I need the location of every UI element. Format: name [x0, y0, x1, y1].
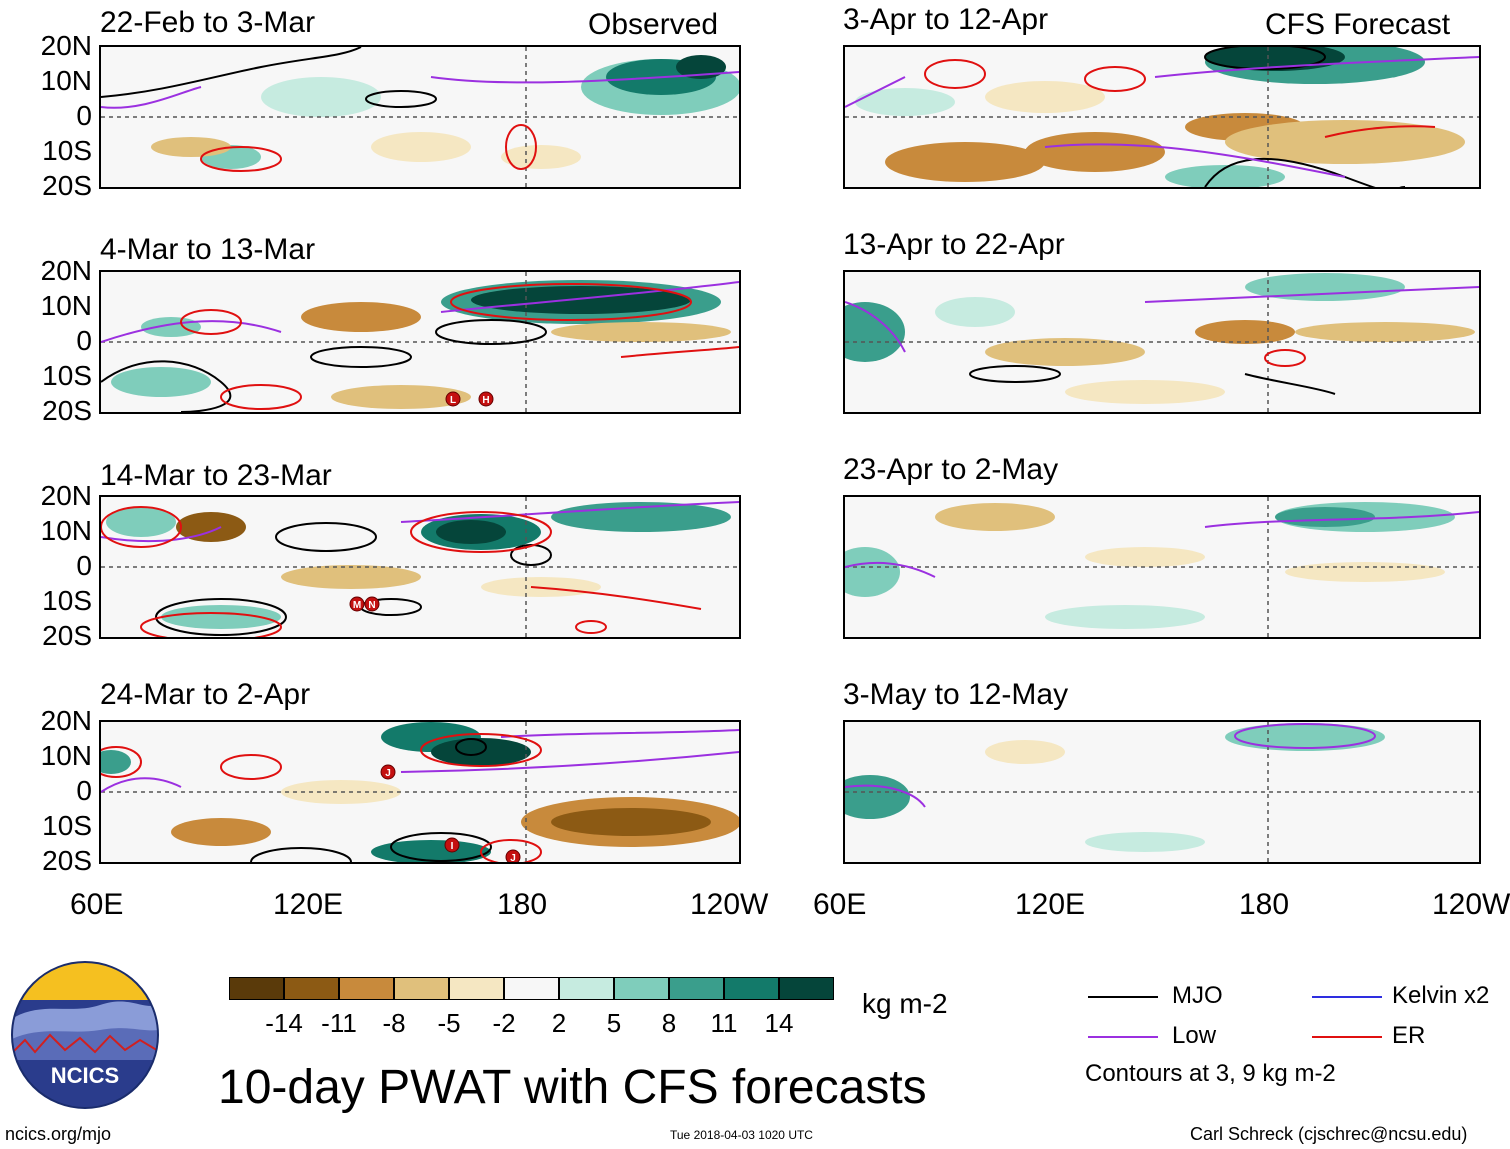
- colorbar-label: -11: [321, 1008, 357, 1038]
- panel-r1-title: 3-Apr to 12-Apr: [843, 3, 1049, 36]
- map-panel-r3: [843, 495, 1481, 639]
- lon-label: 120W: [690, 888, 769, 921]
- colorbar-swatch: [449, 977, 504, 1000]
- panel-r1-tag: CFS Forecast: [1265, 8, 1451, 41]
- panel-3-title: 14-Mar to 23-Mar: [100, 459, 332, 492]
- panel-r3-title: 23-Apr to 2-May: [843, 453, 1059, 486]
- storm-marker: M: [353, 600, 361, 611]
- lat-label: 10N: [40, 65, 92, 96]
- legend-er-line: [1312, 1036, 1382, 1038]
- legend-note: Contours at 3, 9 kg m-2: [1085, 1060, 1336, 1087]
- panel-r2-title: 13-Apr to 22-Apr: [843, 228, 1065, 261]
- storm-marker: H: [482, 395, 489, 406]
- map-panel-r4: [843, 720, 1481, 864]
- footer-author: Carl Schreck (cjschrec@ncsu.edu): [1190, 1124, 1468, 1144]
- legend-kelvin-line: [1312, 996, 1382, 998]
- lat-label: 10S: [42, 360, 92, 391]
- panel-4-title: 24-Mar to 2-Apr: [100, 678, 311, 711]
- lat-label: 0: [76, 775, 92, 806]
- lat-label: 20N: [40, 480, 92, 511]
- lon-label: 180: [1239, 888, 1290, 921]
- legend-low-label: Low: [1172, 1022, 1217, 1049]
- colorbar-label: -14: [265, 1008, 303, 1038]
- lat-label: 0: [76, 325, 92, 356]
- ncics-logo: NCICS: [10, 960, 160, 1110]
- legend-kelvin-label: Kelvin x2: [1392, 982, 1490, 1009]
- colorbar-swatch: [559, 977, 614, 1000]
- map-panel-r2: [843, 270, 1481, 414]
- lat-label: 20S: [42, 170, 92, 201]
- lat-label: 0: [76, 550, 92, 581]
- colorbar-swatch: [724, 977, 779, 1000]
- colorbar-swatch: [504, 977, 559, 1000]
- colorbar-label: 5: [606, 1008, 622, 1038]
- storm-marker: L: [450, 395, 456, 406]
- lat-label: 10S: [42, 810, 92, 841]
- colorbar-label: 8: [661, 1008, 677, 1038]
- panel-2-title: 4-Mar to 13-Mar: [100, 233, 316, 266]
- lon-label: 120E: [1015, 888, 1086, 921]
- colorbar-swatch: [229, 977, 284, 1000]
- colorbar-label: 11: [710, 1008, 738, 1038]
- legend-er-label: ER: [1392, 1022, 1426, 1049]
- colorbar-swatch: [394, 977, 449, 1000]
- storm-marker: I: [451, 841, 454, 852]
- lon-label: 60E: [70, 888, 124, 921]
- colorbar-swatch: [614, 977, 669, 1000]
- colorbar-swatch: [669, 977, 724, 1000]
- colorbar-swatch: [779, 977, 834, 1000]
- lat-label: 10N: [40, 740, 92, 771]
- legend-mjo-label: MJO: [1172, 982, 1223, 1009]
- colorbar-swatch: [284, 977, 339, 1000]
- colorbar-label: -8: [382, 1008, 406, 1038]
- panel-1-tag: Observed: [588, 8, 719, 41]
- footer-timestamp: Tue 2018-04-03 1020 UTC: [670, 1128, 813, 1142]
- map-panel-2: L H: [99, 270, 741, 414]
- colorbar-unit: kg m-2: [862, 988, 948, 1019]
- colorbar-label: -2: [492, 1008, 516, 1038]
- map-panel-1: [99, 45, 741, 189]
- storm-marker: N: [368, 600, 375, 611]
- lat-label: 20N: [40, 705, 92, 736]
- lat-label: 10N: [40, 515, 92, 546]
- panel-r4-title: 3-May to 12-May: [843, 678, 1069, 711]
- colorbar-label: 14: [764, 1008, 794, 1038]
- lat-label: 0: [76, 100, 92, 131]
- lat-label: 10N: [40, 290, 92, 321]
- storm-marker: J: [510, 853, 516, 862]
- lat-label: 10S: [42, 135, 92, 166]
- legend-low-line: [1088, 1036, 1158, 1038]
- lat-label: 20S: [42, 620, 92, 651]
- footer-url[interactable]: ncics.org/mjo: [5, 1124, 112, 1144]
- storm-marker: J: [385, 768, 391, 779]
- logo-text: NCICS: [51, 1063, 119, 1088]
- lat-label: 20S: [42, 845, 92, 876]
- colorbar-label: -5: [437, 1008, 461, 1038]
- map-panel-3: M N: [99, 495, 741, 639]
- lat-label: 10S: [42, 585, 92, 616]
- legend-mjo-line: [1088, 996, 1158, 998]
- lon-label: 120E: [273, 888, 344, 921]
- panel-1-title: 22-Feb to 3-Mar: [100, 6, 316, 39]
- lat-label: 20S: [42, 395, 92, 426]
- colorbar-swatch: [339, 977, 394, 1000]
- lat-label: 20N: [40, 255, 92, 286]
- colorbar-label: 2: [551, 1008, 567, 1038]
- lon-label: 60E: [813, 888, 867, 921]
- map-panel-4: J I J: [99, 720, 741, 864]
- lat-label: 20N: [40, 30, 92, 61]
- lon-label: 120W: [1432, 888, 1510, 921]
- main-title: 10-day PWAT with CFS forecasts: [218, 1061, 927, 1114]
- lon-label: 180: [497, 888, 548, 921]
- map-panel-r1: [843, 45, 1481, 189]
